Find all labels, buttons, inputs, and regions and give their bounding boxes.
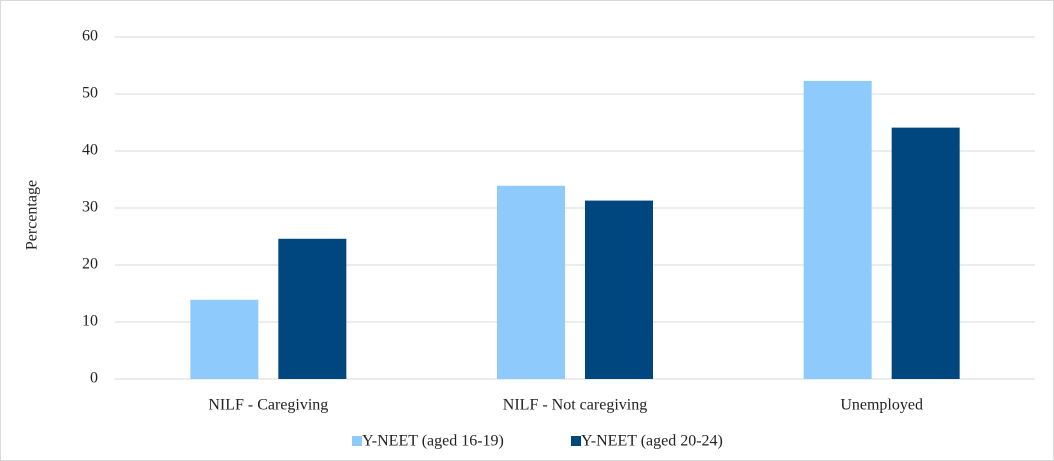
y-tick-label: 60 (82, 28, 98, 45)
legend-label: Y-NEET (aged 16-19) (362, 433, 504, 450)
y-tick-label: 10 (82, 313, 98, 330)
bar (803, 80, 872, 379)
y-tick-label: 40 (82, 142, 98, 159)
bar (585, 200, 653, 379)
x-tick-label: NILF - Caregiving (208, 397, 328, 414)
x-tick-label: Unemployed (840, 397, 923, 414)
x-tick-label: NILF - Not caregiving (503, 397, 647, 414)
y-tick-label: 30 (82, 199, 98, 216)
legend-swatch (352, 436, 362, 446)
y-tick-label: 50 (82, 85, 98, 102)
y-tick-label: 0 (90, 370, 98, 387)
legend-label: Y-NEET (aged 20-24) (581, 433, 723, 450)
legend-swatch (571, 436, 581, 446)
bar (497, 185, 565, 379)
bar (190, 299, 259, 379)
y-tick-label: 20 (82, 256, 98, 273)
bar (278, 238, 347, 379)
y-axis-label: Percentage (24, 180, 41, 250)
bar (891, 127, 960, 379)
